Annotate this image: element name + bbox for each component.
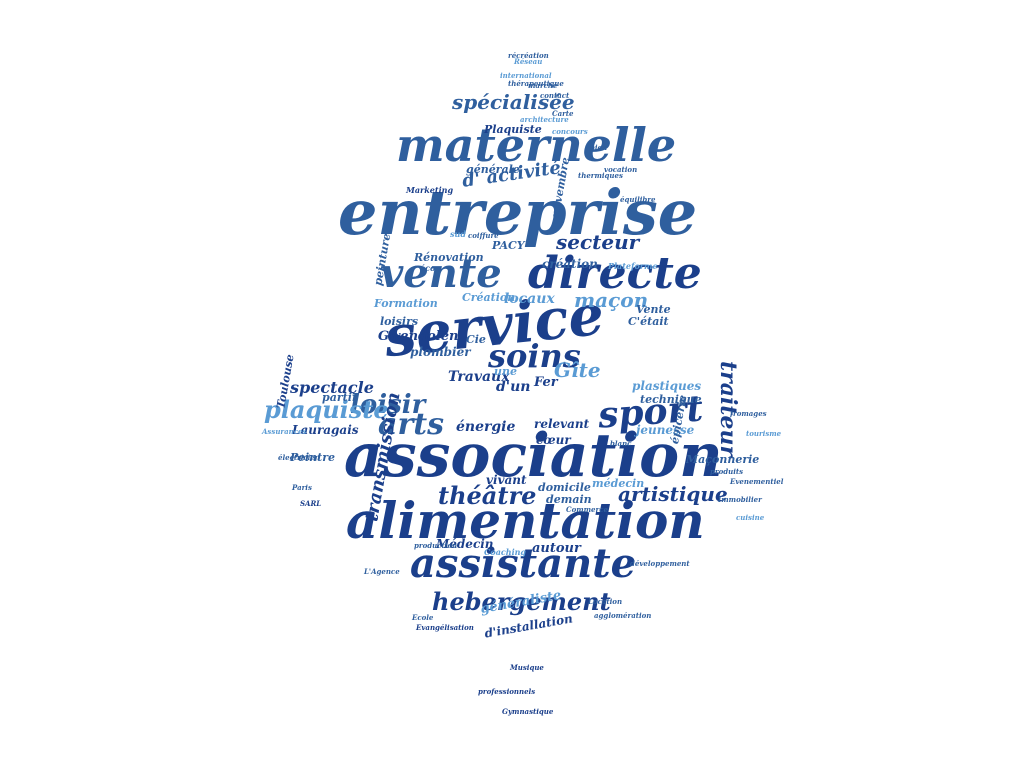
- word: thermiques: [578, 171, 623, 180]
- word: développement: [630, 559, 690, 568]
- word: agglomération: [594, 611, 652, 620]
- word: plaquiste: [264, 395, 389, 424]
- word: hebergement: [432, 587, 611, 616]
- word: Médecin: [436, 537, 494, 551]
- word: d'un: [496, 379, 531, 395]
- word: Marketing: [406, 185, 454, 195]
- word: équilibre: [620, 195, 656, 204]
- word: autour: [532, 541, 581, 556]
- word: domicile: [538, 481, 591, 494]
- word: Gymnastique: [502, 707, 554, 716]
- word: tourisme: [746, 429, 782, 438]
- word: entreprise: [338, 176, 698, 249]
- word: professionnels: [478, 687, 536, 696]
- word: Ecole: [412, 613, 434, 622]
- word: spécialisée: [452, 90, 575, 114]
- word: Peintre: [290, 451, 336, 464]
- word: Carte: [552, 109, 574, 118]
- word: Gwendolen: [378, 329, 459, 344]
- word: plastiques: [632, 379, 702, 393]
- word: concours: [552, 127, 588, 136]
- word: spectacle: [290, 378, 374, 397]
- word: plombier: [410, 345, 471, 359]
- word: international: [500, 71, 552, 80]
- word: marché: [528, 81, 558, 90]
- word: fromages: [730, 409, 767, 418]
- word: PACY: [492, 239, 525, 252]
- word: Travaux: [448, 369, 510, 385]
- word: Formation: [374, 297, 438, 310]
- word: jeunesse: [636, 423, 695, 437]
- word: cuisine: [736, 513, 765, 522]
- word: énergie: [456, 419, 516, 435]
- word: relevant: [534, 417, 590, 431]
- word: blanc: [610, 439, 632, 448]
- word: architecture: [520, 115, 569, 124]
- word: Commerce: [566, 505, 608, 514]
- word: générale: [466, 163, 520, 176]
- word: demain: [546, 493, 592, 506]
- word: directe: [528, 248, 702, 299]
- word: éco: [420, 263, 436, 273]
- word: Evenementiel: [730, 477, 784, 486]
- word: arts: [378, 407, 444, 442]
- word: Lauragais: [292, 423, 359, 437]
- word: maternelle: [396, 118, 677, 172]
- word: d'installation: [483, 611, 574, 641]
- word: théâtre: [438, 481, 537, 510]
- word: vocation: [604, 165, 638, 174]
- word: médecin: [592, 477, 645, 490]
- word: vente: [380, 250, 502, 297]
- word: Gîte: [554, 358, 601, 382]
- word: une: [494, 365, 517, 378]
- word: vivant: [486, 473, 527, 487]
- word: association: [344, 421, 723, 491]
- word: Vente: [636, 303, 671, 316]
- word: Coaching: [484, 547, 527, 557]
- word: création: [542, 257, 598, 271]
- word: Location: [588, 597, 623, 606]
- word: cœur: [536, 433, 571, 447]
- word: partir: [322, 391, 358, 404]
- word: Maçonnerie: [686, 453, 760, 466]
- word: Réseau: [514, 57, 543, 66]
- word: production: [414, 541, 458, 550]
- word: Création: [462, 291, 516, 304]
- word: Plaquiste: [484, 123, 542, 136]
- word: Plateforme: [608, 261, 658, 271]
- word: Musique: [510, 663, 544, 672]
- word: SARL: [300, 499, 322, 508]
- word: C'était: [628, 315, 669, 328]
- word: Fer: [534, 375, 558, 390]
- word: thérapeutique: [508, 79, 564, 88]
- word: électricien: [278, 453, 320, 462]
- word: sud: [450, 229, 466, 239]
- word: bien: [590, 143, 608, 152]
- word: technique: [640, 393, 702, 406]
- word: Rénovation: [414, 251, 484, 264]
- word: L'Agence: [364, 567, 400, 576]
- word: Cie: [466, 333, 486, 346]
- word: loisirs: [380, 315, 419, 328]
- word: loisir: [350, 390, 426, 420]
- word: Paris: [292, 483, 312, 492]
- word: contact: [540, 91, 570, 100]
- word: secteur: [556, 230, 640, 254]
- word: locaux: [504, 291, 555, 307]
- word: maçon: [574, 288, 649, 312]
- word: assistante: [410, 540, 637, 587]
- word: Assurances: [262, 427, 307, 436]
- word: Evangélisation: [416, 623, 474, 632]
- word: récréation: [508, 51, 549, 60]
- word: artistique: [618, 482, 728, 506]
- word: alimentation: [346, 491, 705, 550]
- word: coiffure: [468, 231, 499, 240]
- word: soins: [488, 337, 581, 375]
- word: produits: [710, 467, 744, 476]
- word: Immobilier: [718, 495, 762, 504]
